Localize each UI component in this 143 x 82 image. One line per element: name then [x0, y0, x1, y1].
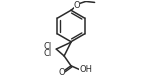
Text: OH: OH	[79, 65, 92, 74]
Text: O: O	[74, 1, 80, 10]
Text: O: O	[59, 68, 65, 77]
Text: Cl: Cl	[43, 42, 51, 51]
Text: Cl: Cl	[43, 49, 51, 57]
